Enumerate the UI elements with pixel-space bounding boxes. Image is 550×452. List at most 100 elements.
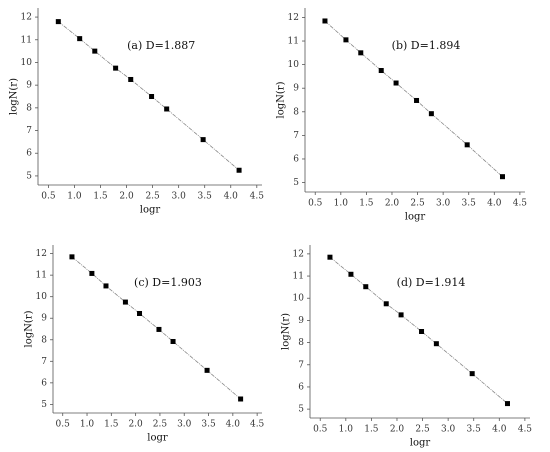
x-tick-label: 0.5 (308, 199, 323, 209)
data-point (77, 36, 83, 42)
y-tick-label: 6 (41, 378, 47, 388)
data-point (348, 271, 354, 277)
annotation: (d) D=1.914 (397, 276, 466, 289)
y-tick-label: 12 (288, 13, 299, 23)
y-tick-label: 11 (21, 35, 32, 45)
y-tick-label: 9 (293, 84, 299, 94)
x-tick-label: 2.0 (119, 192, 134, 202)
y-tick-label: 7 (41, 357, 47, 367)
data-point (327, 254, 333, 260)
data-point (378, 68, 384, 74)
x-tick-label: 0.5 (313, 425, 328, 435)
x-tick-label: 4.0 (492, 425, 507, 435)
x-tick-label: 0.5 (41, 192, 56, 202)
x-tick-label: 3.0 (177, 420, 192, 430)
x-tick-label: 4.0 (487, 199, 502, 209)
x-tick-label: 3.5 (201, 420, 216, 430)
data-point (170, 338, 176, 344)
data-point (113, 65, 119, 71)
annotation: (c) D=1.903 (134, 276, 202, 289)
y-tick-label: 7 (293, 131, 299, 141)
data-point (419, 329, 425, 334)
y-tick-label: 9 (298, 316, 304, 326)
x-tick-label: 3.5 (198, 192, 213, 202)
y-tick-label: 9 (41, 314, 47, 324)
x-axis-label: logr (410, 438, 431, 449)
y-tick-label: 6 (26, 149, 32, 159)
x-tick-label: 1.0 (334, 199, 349, 209)
y-tick-label: 5 (41, 400, 47, 410)
x-tick-label: 3.5 (467, 425, 482, 435)
x-tick-label: 4.0 (224, 192, 239, 202)
data-point (200, 137, 206, 143)
x-axis-label: logr (140, 205, 161, 216)
data-point (92, 48, 98, 54)
x-tick-label: 1.5 (364, 425, 379, 435)
data-point (236, 167, 242, 173)
data-point (358, 50, 364, 56)
x-tick-label: 4.5 (250, 420, 265, 430)
y-tick-label: 8 (26, 103, 32, 113)
y-tick-label: 12 (36, 249, 47, 259)
y-tick-label: 10 (293, 294, 305, 304)
data-point (164, 106, 170, 112)
y-tick-label: 11 (36, 271, 47, 281)
x-tick-label: 2.0 (128, 420, 143, 430)
data-point (322, 18, 328, 24)
data-point (414, 97, 420, 103)
annotation: (a) D=1.887 (127, 39, 195, 52)
x-tick-label: 2.5 (410, 199, 425, 209)
x-tick-label: 1.5 (93, 192, 108, 202)
x-tick-label: 2.0 (390, 425, 405, 435)
y-axis-label: logN(r) (24, 310, 35, 347)
data-point (238, 396, 244, 402)
y-tick-label: 12 (21, 13, 32, 23)
y-tick-label: 10 (36, 292, 48, 302)
y-axis-label: logN(r) (9, 78, 20, 115)
x-tick-label: 1.0 (80, 420, 95, 430)
data-point (428, 111, 434, 117)
data-point (433, 341, 439, 347)
data-point (469, 371, 475, 377)
annotation: (b) D=1.894 (392, 39, 461, 52)
y-tick-label: 5 (26, 171, 32, 181)
data-point (122, 299, 128, 305)
data-point (343, 37, 349, 43)
y-tick-label: 5 (293, 178, 299, 188)
y-tick-label: 9 (26, 81, 32, 91)
x-tick-label: 1.0 (67, 192, 82, 202)
x-tick-label: 4.5 (513, 199, 528, 209)
y-tick-label: 6 (298, 382, 304, 392)
data-point (156, 326, 162, 332)
x-tick-label: 3.0 (171, 192, 186, 202)
data-point (103, 283, 109, 289)
x-tick-label: 1.5 (104, 420, 119, 430)
data-point (69, 254, 75, 260)
y-tick-label: 11 (288, 37, 299, 47)
x-tick-label: 1.5 (359, 199, 374, 209)
y-tick-label: 8 (293, 107, 299, 117)
data-point (383, 301, 389, 307)
y-tick-label: 7 (298, 360, 304, 370)
y-tick-label: 10 (21, 58, 33, 68)
data-point (464, 142, 470, 148)
x-tick-label: 2.5 (145, 192, 160, 202)
x-tick-label: 4.5 (518, 425, 533, 435)
data-point (137, 310, 143, 316)
data-point (393, 80, 399, 86)
data-point (363, 284, 369, 290)
x-tick-label: 4.5 (250, 192, 265, 202)
y-tick-label: 7 (26, 126, 32, 136)
x-tick-label: 4.0 (226, 420, 241, 430)
x-axis-label: logr (147, 433, 168, 444)
x-tick-label: 2.5 (415, 425, 430, 435)
data-point (499, 174, 505, 180)
y-tick-label: 5 (298, 405, 304, 415)
fit-line (71, 256, 241, 400)
y-axis-label: logN(r) (281, 313, 292, 350)
y-tick-label: 8 (41, 335, 47, 345)
y-tick-label: 6 (293, 154, 299, 164)
y-tick-label: 11 (293, 272, 304, 282)
data-point (89, 270, 95, 276)
